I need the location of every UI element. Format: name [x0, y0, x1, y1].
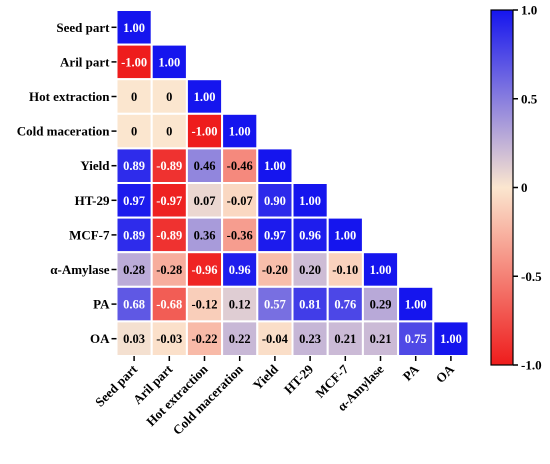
colorbar-tick-label: 1.0 [521, 3, 537, 18]
cell-value-label: 0.76 [334, 298, 356, 312]
row-label: Hot extraction [29, 89, 110, 104]
heatmap-cell [221, 182, 259, 219]
heatmap-cell [221, 112, 259, 150]
column-label: Seed part [92, 361, 141, 410]
row-label: α-Amylase [50, 262, 109, 277]
heatmap-cell [185, 251, 224, 288]
cell-value-label: -0.68 [156, 298, 182, 312]
cell-value-label: -0.10 [332, 263, 358, 277]
cell-value-label: -0.89 [156, 228, 182, 242]
cell-value-label: -0.96 [191, 263, 217, 277]
heatmap-cell [150, 216, 188, 254]
cell-value-label: 0.03 [123, 332, 145, 346]
row-label: OA [90, 331, 110, 346]
colorbar-tick-label: -1.0 [521, 358, 542, 373]
heatmap-cell [185, 320, 224, 357]
cell-value-label: -0.20 [262, 263, 288, 277]
row-labels: Seed part Aril part Hot extraction Cold mac… [17, 20, 117, 346]
heatmap-cell [361, 251, 400, 288]
colorbar-gradient [490, 9, 514, 366]
row-label: Cold maceration [17, 124, 111, 139]
cell-value-label: 0.96 [229, 263, 251, 277]
cell-value-label: -0.89 [156, 159, 182, 173]
column-label: Yield [250, 361, 282, 393]
column-label: HT-29 [281, 361, 317, 397]
heatmap-cell [185, 78, 224, 115]
cell-value-label: 0.28 [123, 263, 145, 277]
cell-value-label: 0.36 [194, 228, 216, 242]
cell-value-label: 0.22 [229, 332, 251, 346]
cell-value-label: -0.28 [156, 263, 182, 277]
cell-value-label: -1.00 [191, 125, 217, 139]
cell-value-label: -1.00 [121, 55, 147, 69]
cell-value-label: 0 [131, 90, 137, 104]
cell-value-label: 0.89 [123, 159, 145, 173]
cell-value-label: 1.00 [123, 21, 145, 35]
cell-value-label: 0.12 [229, 298, 251, 312]
cell-value-label: 0 [131, 125, 137, 139]
row-label: Aril part [60, 54, 110, 69]
heatmap-cell [256, 320, 294, 357]
cell-value-label: 1.00 [158, 55, 180, 69]
heatmap-cell [291, 320, 329, 357]
column-label: PA [400, 361, 423, 384]
cell-value-label: 1.00 [370, 263, 392, 277]
cell-value-label: 0.90 [264, 194, 286, 208]
colorbar-tick-label: 0 [521, 180, 528, 195]
row-label: HT-29 [75, 193, 110, 208]
cell-value-label: 1.00 [440, 332, 462, 346]
cell-value-label: 1.00 [264, 159, 286, 173]
column-label: OA [433, 361, 458, 386]
colorbar: 1.0 0.5 0 -0.5 -1.0 [490, 3, 542, 373]
cell-value-label: 0.23 [299, 332, 321, 346]
cell-value-label: -0.04 [262, 332, 289, 346]
cell-value-label: 0.20 [299, 263, 321, 277]
cell-value-label: 0.21 [370, 332, 392, 346]
heatmap-cell [256, 182, 294, 219]
cell-value-label: 0.75 [405, 332, 427, 346]
cell-value-label: 1.00 [194, 90, 216, 104]
cell-value-label: 0.89 [123, 228, 145, 242]
heatmap-cell [397, 320, 435, 357]
cell-value-label: 0.46 [194, 159, 216, 173]
cell-value-label: 0.29 [370, 298, 392, 312]
cell-value-label: -0.12 [191, 298, 217, 312]
cell-value-label: 0.21 [334, 332, 356, 346]
cell-value-label: 0.57 [264, 298, 286, 312]
cell-value-label: -0.22 [191, 332, 217, 346]
heatmap-cell [115, 320, 153, 357]
heatmap-cell [150, 182, 188, 219]
cell-value-label: -0.03 [156, 332, 182, 346]
cell-value-label: 1.00 [299, 194, 321, 208]
cell-value-label: 0.68 [123, 298, 145, 312]
heatmap-cell [291, 216, 329, 254]
cell-value-label: 0 [166, 90, 172, 104]
cell-value-label: 0 [166, 125, 172, 139]
cell-value-label: 0.07 [194, 194, 216, 208]
cell-value-label: 0.97 [123, 194, 145, 208]
cell-value-label: 1.00 [334, 228, 356, 242]
heatmap-grid: 1.00 -1.00 1.00 0 0 1.00 0 0 -1.00 1.00 0.89 -0.89 0… [115, 9, 470, 357]
cell-value-label: -0.07 [227, 194, 253, 208]
cell-value-label: 0.81 [299, 298, 321, 312]
row-label: Seed part [56, 20, 110, 35]
cell-value-label: -0.46 [227, 159, 253, 173]
colorbar-tick-label: -0.5 [521, 269, 542, 284]
cell-value-label: 0.97 [264, 228, 286, 242]
cell-value-label: 1.00 [229, 125, 251, 139]
cell-value-label: -0.36 [227, 228, 253, 242]
row-label: PA [93, 297, 110, 312]
heatmap-cell [432, 320, 470, 357]
heatmap-cell [150, 112, 188, 150]
row-label: Yield [80, 158, 110, 173]
cell-value-label: 1.00 [405, 298, 427, 312]
row-label: MCF-7 [69, 227, 110, 242]
cell-value-label: -0.97 [156, 194, 182, 208]
colorbar-tick-label: 0.5 [521, 91, 538, 106]
cell-value-label: 0.96 [299, 228, 321, 242]
